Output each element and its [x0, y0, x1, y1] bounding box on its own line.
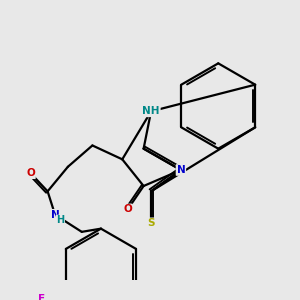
Text: H: H — [56, 215, 64, 225]
Text: N: N — [51, 210, 59, 220]
Text: O: O — [26, 168, 35, 178]
Text: NH: NH — [142, 106, 160, 116]
Text: S: S — [147, 218, 155, 228]
Text: O: O — [123, 205, 132, 214]
Text: F: F — [38, 294, 45, 300]
Text: N: N — [177, 165, 185, 175]
